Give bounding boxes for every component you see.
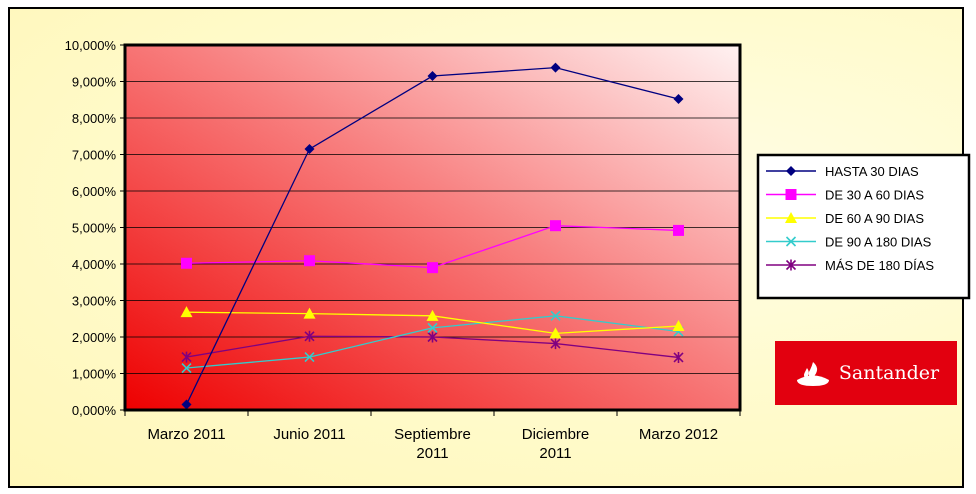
y-tick-label: 3,000% xyxy=(72,294,117,309)
logo-text: Santander xyxy=(838,362,940,384)
data-point xyxy=(181,257,192,269)
x-tick-label: Junio 2011 xyxy=(273,426,345,443)
y-tick-label: 6,000% xyxy=(72,184,117,199)
x-tick-label: Diciembre xyxy=(522,426,590,443)
legend-label: DE 60 A 90 DIAS xyxy=(825,211,924,226)
data-point xyxy=(550,310,561,321)
series-0 xyxy=(181,62,684,410)
santander-logo: Santander xyxy=(775,341,957,405)
data-point xyxy=(550,220,561,232)
data-point xyxy=(304,352,315,363)
x-tick-label: Marzo 2011 xyxy=(147,426,225,443)
data-point xyxy=(427,262,438,274)
x-axis: Marzo 2011 Junio 2011 Septiembre 2011 Diciem… xyxy=(124,410,741,462)
legend-label: HASTA 30 DIAS xyxy=(825,164,919,179)
legend-box xyxy=(756,153,971,300)
series-2 xyxy=(180,306,685,339)
data-point xyxy=(785,189,797,200)
legend-item-1: DE 30 A 60 DIAS xyxy=(766,188,924,203)
legend-label: DE 90 A 180 DIAS xyxy=(825,235,932,250)
data-point xyxy=(785,259,797,271)
data-point xyxy=(304,255,315,267)
y-tick-label: 9,000% xyxy=(72,75,117,90)
series-4 xyxy=(181,330,684,363)
flame-icon xyxy=(796,362,829,386)
data-point xyxy=(426,309,439,321)
y-tick-label: 5,000% xyxy=(72,221,117,236)
legend-item-0: HASTA 30 DIAS xyxy=(766,164,919,179)
x-tick-label: 2011 xyxy=(539,445,571,462)
data-point xyxy=(304,330,315,342)
data-point xyxy=(673,224,684,236)
series-1 xyxy=(181,220,684,274)
legend-label: MÁS DE 180 DÍAS xyxy=(825,258,934,273)
y-axis: 0,000% 1,000% 2,000% 3,000% 4,000% 5,000% 6,00… xyxy=(65,38,125,418)
y-tick-label: 4,000% xyxy=(72,257,117,272)
data-point xyxy=(181,362,192,374)
legend-item-4: MÁS DE 180 DÍAS xyxy=(766,258,934,273)
data-point xyxy=(549,327,562,339)
y-tick-label: 7,000% xyxy=(72,148,117,163)
data-point xyxy=(786,166,796,176)
data-point xyxy=(427,322,438,333)
data-point xyxy=(427,71,438,82)
y-tick-label: 10,000% xyxy=(65,38,117,53)
data-point xyxy=(550,338,561,350)
legend-item-2: DE 60 A 90 DIAS xyxy=(766,211,924,226)
y-tick-label: 0,000% xyxy=(72,403,117,418)
y-tick-label: 2,000% xyxy=(72,330,117,345)
data-point xyxy=(673,94,684,105)
data-point xyxy=(180,306,193,318)
legend: HASTA 30 DIAS DE 30 A 60 DIAS DE 60 A 90 D… xyxy=(756,153,971,300)
y-tick-label: 8,000% xyxy=(72,111,117,126)
data-point xyxy=(181,351,192,363)
plot-border xyxy=(123,43,742,412)
y-tick-label: 1,000% xyxy=(72,367,117,382)
data-point xyxy=(673,351,684,363)
gridlines xyxy=(125,81,740,374)
data-point xyxy=(785,212,797,223)
data-point xyxy=(785,236,797,247)
legend-label: DE 30 A 60 DIAS xyxy=(825,188,924,203)
data-point xyxy=(304,144,315,155)
x-tick-label: Septiembre xyxy=(394,426,471,443)
data-point xyxy=(427,331,438,343)
series-group xyxy=(180,62,685,410)
data-point xyxy=(303,307,316,319)
x-tick-label: 2011 xyxy=(416,445,448,462)
data-point xyxy=(672,320,685,332)
x-tick-label: Marzo 2012 xyxy=(639,426,718,443)
legend-item-3: DE 90 A 180 DIAS xyxy=(766,235,932,250)
data-point xyxy=(550,62,561,73)
data-point xyxy=(181,399,192,410)
